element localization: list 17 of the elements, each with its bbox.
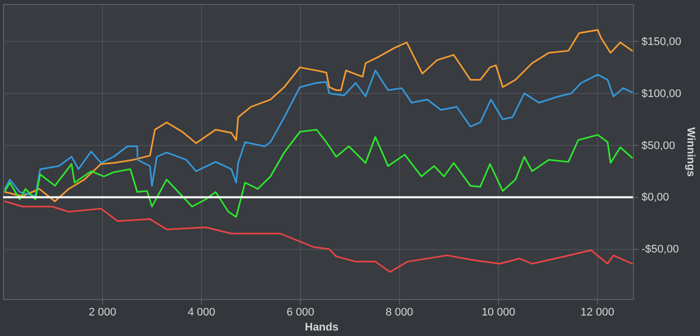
y-tick-label: $100,00: [642, 88, 682, 100]
line-series: [4, 200, 633, 273]
x-tick-label: 8 000: [386, 306, 414, 318]
y-tick-label: $150,00: [642, 36, 682, 48]
x-tick-label: 6 000: [286, 306, 314, 318]
y-tick-label: -$50,00: [642, 244, 679, 256]
x-tick-label: 4 000: [188, 306, 216, 318]
y-axis-title: Winnings: [684, 127, 696, 177]
y-tick-label: $0,00: [642, 192, 670, 204]
x-tick-label: 12 000: [580, 306, 614, 318]
x-tick-label: 10 000: [482, 306, 516, 318]
line-series: [4, 70, 633, 197]
line-series: [4, 128, 633, 218]
x-tick-label: 2 000: [88, 306, 116, 318]
y-tick-label: $50,00: [642, 140, 676, 152]
line-series: [4, 29, 633, 202]
x-axis-title: Hands: [304, 322, 338, 334]
